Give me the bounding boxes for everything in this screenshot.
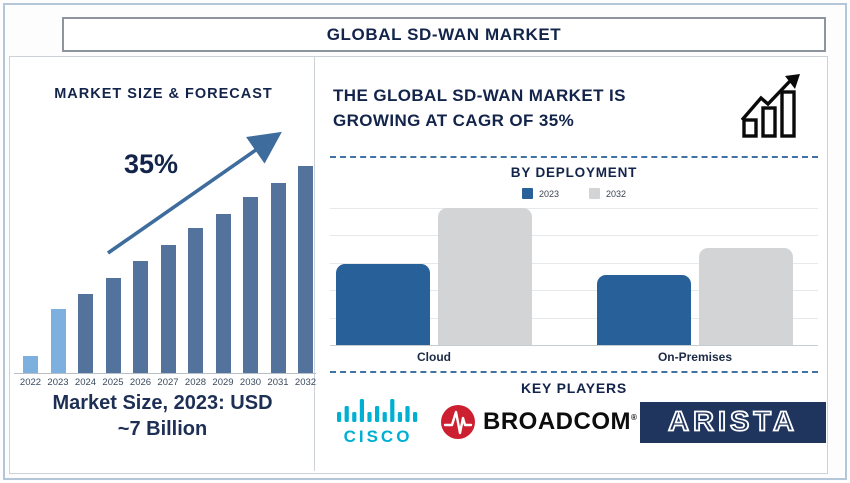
- title-box: GLOBAL SD-WAN MARKET: [62, 17, 826, 52]
- dashed-divider-top: [330, 156, 818, 158]
- deployment-bar-on-premises-2023: [597, 275, 691, 345]
- market-year-label: 2027: [157, 377, 179, 388]
- broadcom-registered-mark: ®: [631, 413, 638, 422]
- market-year-label: 2026: [129, 377, 152, 388]
- category-label-cloud: Cloud: [417, 350, 451, 364]
- market-year-label: 2031: [267, 377, 289, 388]
- caption-line-2: ~7 Billion: [117, 418, 208, 440]
- growth-percentage-label: 35%: [124, 149, 179, 179]
- deployment-bar-on-premises-2032: [699, 248, 793, 345]
- market-year-label: 2023: [47, 377, 69, 388]
- market-bar-2024: [78, 294, 93, 373]
- page-title: GLOBAL SD-WAN MARKET: [326, 24, 562, 44]
- market-bar-2030: [243, 197, 258, 373]
- market-bar-2028: [188, 228, 203, 373]
- broadcom-pulse-icon: [441, 405, 475, 439]
- legend-item-2023: 2023: [521, 188, 559, 199]
- cisco-bars-icon: [337, 399, 418, 422]
- gridline: [330, 290, 818, 291]
- market-year-label: 2024: [74, 377, 97, 388]
- market-year-labels: 2022 2023 2024 2025 2026 2027 2028 2029 2030 2031…: [15, 377, 316, 389]
- market-bar-2029: [215, 214, 231, 373]
- caption-line-1: Market Size, 2023: USD: [52, 392, 273, 414]
- broadcom-wordmark: BROADCOM®: [483, 408, 638, 435]
- market-year-label: 2032: [294, 377, 317, 388]
- legend-item-2032: 2032: [589, 188, 626, 199]
- market-year-label: 2025: [102, 377, 124, 388]
- growth-arrow-icon: [106, 131, 282, 255]
- dashed-divider-bottom: [330, 371, 818, 373]
- headline-line-1: THE GLOBAL SD-WAN MARKET IS: [333, 86, 626, 105]
- gridline: [330, 263, 818, 264]
- key-players-heading: KEY PLAYERS: [520, 380, 628, 396]
- gridline: [330, 208, 818, 209]
- market-bar-2026: [133, 261, 148, 373]
- deployment-chart: Cloud On-Premises: [330, 208, 818, 364]
- market-year-label: 2022: [19, 377, 42, 388]
- market-year-label: 2029: [212, 377, 234, 388]
- headline-line-2: GROWING AT CAGR OF 35%: [333, 110, 575, 130]
- broadcom-logo: BROADCOM®: [440, 404, 637, 440]
- market-bar-2032: [298, 166, 313, 373]
- legend-label-2023: 2023: [538, 188, 559, 199]
- market-bar-2027: [160, 245, 176, 373]
- market-forecast-heading: MARKET SIZE & FORECAST: [54, 86, 273, 102]
- arista-wordmark: ARISTA: [667, 406, 798, 438]
- deployment-bar-cloud-2023: [336, 264, 430, 345]
- legend-label-2032: 2032: [606, 188, 627, 199]
- market-headline: THE GLOBAL SD-WAN MARKET IS GROWING AT C…: [333, 84, 733, 133]
- market-year-label: 2030: [239, 377, 262, 388]
- deployment-legend: 2023 2032: [330, 188, 818, 199]
- gridline: [330, 318, 818, 319]
- market-bar-2023: [50, 309, 66, 373]
- cisco-logo: CISCO: [333, 397, 423, 447]
- category-label-on-premises: On-Premises: [657, 350, 733, 364]
- panel-divider: [314, 57, 315, 471]
- market-size-caption: Market Size, 2023: USD ~7 Billion: [10, 390, 315, 442]
- market-x-axis: [14, 373, 316, 374]
- growth-chart-icon: [740, 74, 800, 138]
- by-deployment-heading: BY DEPLOYMENT: [510, 165, 638, 180]
- arista-logo: ARISTA: [640, 402, 826, 443]
- cisco-wordmark: CISCO: [343, 427, 413, 446]
- legend-swatch-2032: [589, 188, 600, 199]
- legend-swatch-2023: [521, 188, 533, 199]
- deployment-bar-cloud-2032: [438, 208, 532, 345]
- gridline: [330, 345, 818, 346]
- market-bar-2025: [105, 278, 121, 373]
- market-size-chart: [15, 166, 315, 373]
- market-bar-2022: [23, 356, 38, 373]
- market-year-label: 2028: [184, 377, 207, 388]
- market-bar-2031: [270, 183, 286, 373]
- gridline: [330, 235, 818, 236]
